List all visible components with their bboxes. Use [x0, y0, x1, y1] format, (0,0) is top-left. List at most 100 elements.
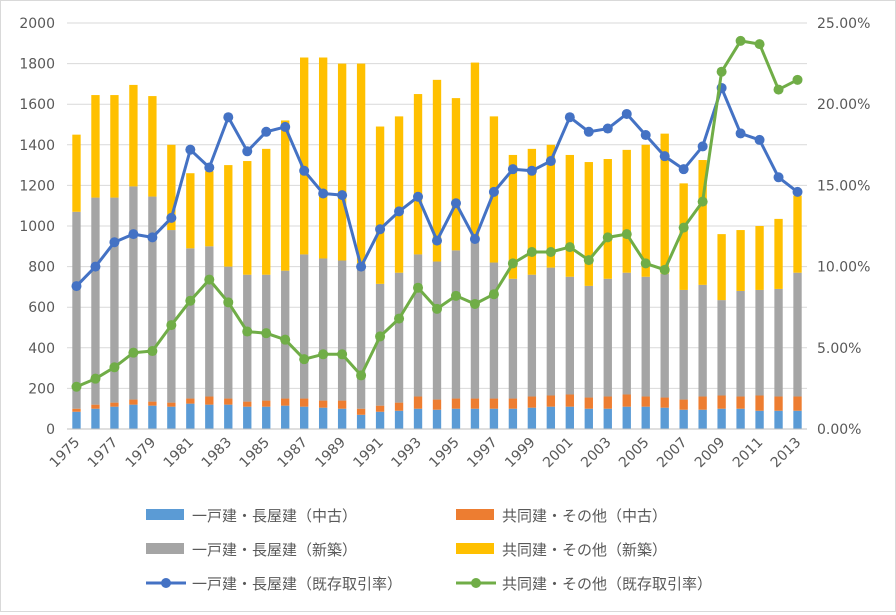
bar-3-2012 — [774, 218, 783, 289]
bar-0-2001 — [565, 406, 574, 429]
x-tick-label: 1985 — [237, 435, 274, 472]
x-tick-label: 1993 — [388, 435, 425, 472]
bar-1-2002 — [584, 397, 593, 409]
bar-2-1984 — [243, 274, 252, 402]
bar-2-1986 — [281, 270, 290, 399]
bar-1-1987 — [300, 398, 309, 407]
bar-0-1988 — [318, 407, 328, 429]
point-5-1989 — [337, 349, 348, 360]
point-5-1992 — [394, 313, 405, 324]
bar-0-1976 — [91, 408, 100, 429]
bar-3-1986 — [281, 120, 290, 271]
point-5-2006 — [659, 264, 670, 275]
x-tick-label: 1977 — [85, 435, 122, 472]
point-4-1992 — [394, 206, 405, 217]
bar-0-1980 — [167, 406, 176, 429]
bar-1-1978 — [129, 399, 138, 405]
bar-1-1993 — [413, 396, 423, 409]
point-5-1991 — [375, 331, 386, 342]
y-tick-label: 2000 — [19, 16, 55, 32]
point-4-1988 — [318, 188, 329, 199]
point-5-1980 — [166, 320, 177, 331]
bar-3-1993 — [413, 94, 423, 255]
bar-0-2009 — [717, 408, 726, 429]
bar-1-1998 — [508, 398, 518, 409]
point-5-1987 — [299, 354, 310, 365]
bar-3-1983 — [224, 165, 233, 267]
point-5-1982 — [204, 274, 215, 285]
point-4-1994 — [432, 235, 442, 246]
legend: 一戸建・長屋建（中古） 共同建・その他（中古） 一戸建・長屋建（新築） 共同建・その他… — [146, 507, 712, 593]
bar-2-1993 — [413, 254, 423, 397]
point-4-2011 — [754, 134, 765, 145]
point-4-1981 — [185, 144, 196, 155]
bar-2-2000 — [546, 267, 556, 396]
y2-tick-label: 15.00% — [817, 178, 870, 194]
bar-2-1982 — [205, 246, 214, 397]
point-5-1983 — [223, 297, 234, 308]
point-5-2013 — [792, 74, 803, 85]
bar-2-2005 — [641, 276, 650, 397]
point-4-1987 — [299, 165, 310, 176]
bar-3-2006 — [660, 133, 669, 274]
bar-2-1987 — [300, 254, 309, 399]
legend-swatch-2 — [146, 543, 184, 554]
x-tick-label: 1995 — [426, 435, 463, 472]
bar-1-2007 — [679, 399, 688, 410]
legend-label-5: 共同建・その他（既存取引率） — [502, 575, 712, 593]
x-tick-label: 1999 — [502, 435, 539, 472]
point-5-1984 — [242, 326, 253, 337]
bar-1-1982 — [205, 396, 214, 405]
bar-1-1983 — [224, 398, 233, 405]
bar-2-1976 — [91, 197, 100, 405]
bar-0-1990 — [356, 414, 366, 429]
point-5-2007 — [678, 222, 689, 233]
bar-3-2003 — [603, 159, 612, 279]
bar-1-2010 — [736, 396, 745, 409]
bar-1-1995 — [451, 398, 461, 409]
y2-tick-label: 20.00% — [817, 97, 870, 113]
legend-label-3: 共同建・その他（新築） — [502, 541, 667, 559]
bar-1-2006 — [660, 397, 669, 408]
bar-1-1988 — [318, 400, 328, 408]
x-tick-label: 2003 — [578, 435, 615, 472]
bar-3-1982 — [205, 171, 214, 247]
point-5-1998 — [507, 258, 518, 269]
bar-1-2013 — [793, 396, 802, 411]
point-5-2001 — [564, 242, 575, 253]
point-5-1990 — [356, 370, 367, 381]
point-5-1978 — [128, 347, 139, 358]
bar-1-1984 — [243, 401, 252, 407]
point-4-1975 — [71, 281, 82, 292]
x-tick-label: 1979 — [123, 435, 160, 472]
bar-0-1982 — [205, 404, 214, 429]
bar-2-1983 — [224, 266, 233, 399]
bar-1-1980 — [167, 402, 176, 407]
legend-marker-4 — [161, 578, 171, 588]
point-4-2010 — [735, 128, 746, 139]
point-4-1983 — [223, 112, 234, 123]
point-5-1976 — [90, 373, 101, 384]
point-5-2000 — [545, 246, 556, 257]
bar-0-2002 — [584, 408, 593, 429]
bar-1-1990 — [356, 408, 366, 415]
bar-3-1992 — [394, 116, 404, 273]
y-tick-label: 1400 — [19, 138, 55, 154]
bar-2-2011 — [755, 289, 764, 396]
bar-0-1978 — [129, 404, 138, 429]
bar-1-1979 — [148, 401, 157, 406]
point-5-1997 — [488, 289, 499, 300]
bar-2-1992 — [394, 272, 404, 403]
bar-2-1980 — [167, 230, 176, 403]
point-5-2003 — [602, 232, 613, 243]
bar-2-2008 — [698, 284, 707, 397]
x-tick-label: 1983 — [199, 435, 236, 472]
point-4-1993 — [413, 191, 424, 202]
bar-3-2013 — [793, 195, 802, 273]
y2-tick-label: 5.00% — [817, 341, 861, 357]
bar-2-2007 — [679, 289, 688, 400]
bar-1-1996 — [470, 398, 480, 409]
point-5-1993 — [413, 282, 424, 293]
bar-2-1999 — [527, 274, 537, 397]
bar-1-2012 — [774, 396, 783, 411]
